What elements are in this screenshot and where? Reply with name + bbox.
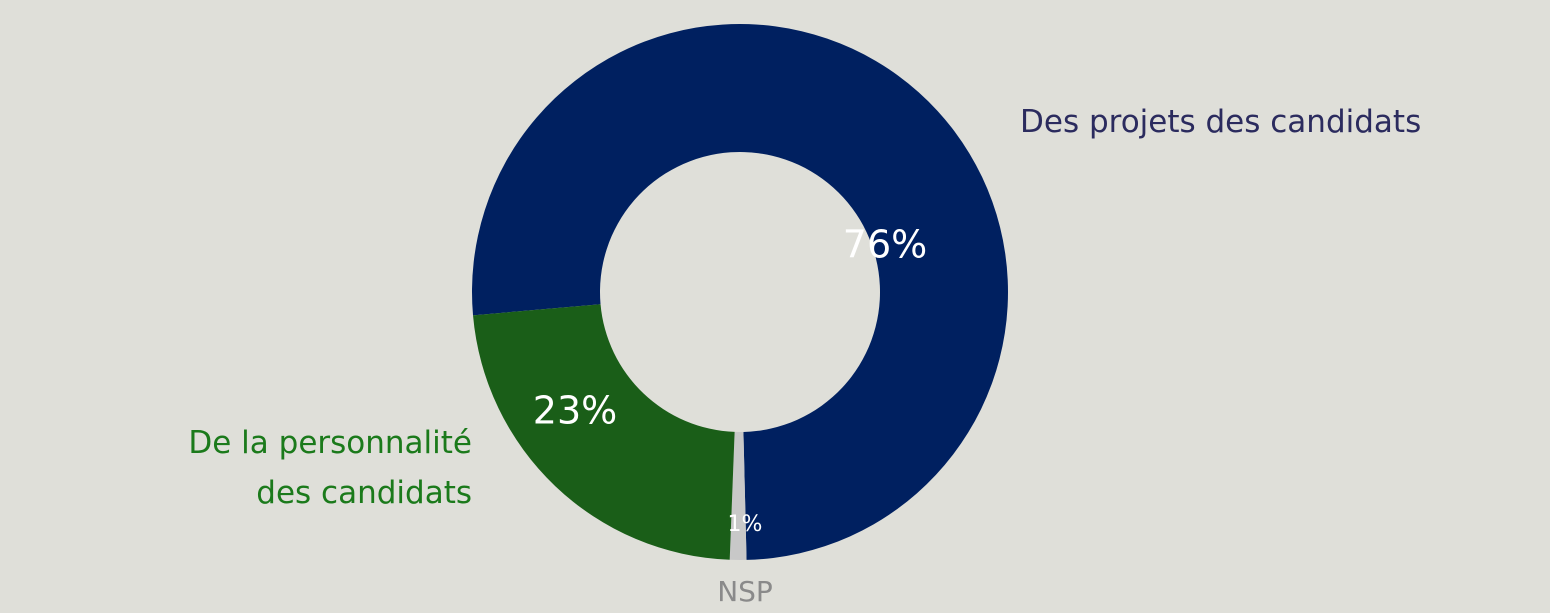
category-label: NSP (717, 575, 773, 608)
category-label-text: De la personnalité des candidats (188, 425, 472, 511)
category-label: De la personnalité des candidats (0, 418, 472, 518)
value-label: 1% (728, 512, 763, 537)
donut-slice (473, 304, 735, 560)
value-label: 23% (533, 389, 617, 433)
value-label: 76% (843, 223, 927, 267)
category-label: Des projets des candidats (1020, 104, 1422, 140)
donut-slice (729, 431, 747, 560)
donut-slice (472, 23, 1008, 560)
